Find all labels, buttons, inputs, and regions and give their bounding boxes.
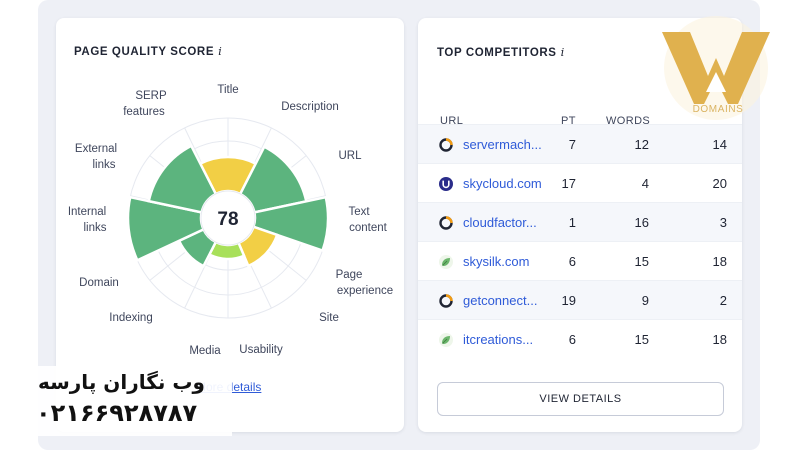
- competitor-pt: 6: [568, 332, 576, 347]
- ring-icon: [439, 294, 453, 308]
- page-quality-card: PAGE QUALITY SCORE i 78 Title Description…: [56, 18, 404, 432]
- competitor-words: 16: [634, 215, 649, 230]
- top-competitors-title: TOP COMPETITORS i: [437, 45, 565, 59]
- competitor-pt: 1: [568, 215, 576, 230]
- competitor-last: 18: [712, 332, 727, 347]
- axis-label-external-links: links: [92, 159, 115, 171]
- top-competitors-title-text: TOP COMPETITORS: [437, 47, 557, 59]
- competitor-row[interactable]: itcreations... 6 15 18: [418, 319, 742, 358]
- competitor-row[interactable]: servermach... 7 12 14: [418, 124, 742, 163]
- u-circle-icon: [439, 177, 453, 191]
- competitor-pt: 7: [568, 137, 576, 152]
- axis-label-content: content: [349, 222, 388, 234]
- competitor-pt: 17: [561, 176, 576, 191]
- competitor-pt: 6: [568, 254, 576, 269]
- competitor-words: 12: [634, 137, 649, 152]
- axis-label-domain: Domain: [79, 277, 119, 289]
- axis-label-text: Text: [348, 206, 370, 218]
- competitor-last: 14: [712, 137, 727, 152]
- quality-radar-chart: 78 Title Description URL Text content Pa…: [68, 84, 393, 357]
- leaf-icon: [439, 255, 453, 269]
- info-icon[interactable]: i: [560, 45, 565, 59]
- axis-label-experience: experience: [337, 285, 393, 297]
- watermark-company-name: وب نگاران پارسه: [38, 370, 205, 394]
- axis-label-features: features: [123, 106, 165, 118]
- competitor-words: 15: [634, 332, 649, 347]
- axis-label-usability: Usability: [239, 344, 283, 356]
- axis-label-external: External: [75, 143, 117, 155]
- axis-label-indexing: Indexing: [109, 312, 152, 324]
- competitor-words: 4: [641, 176, 649, 191]
- competitor-url[interactable]: skycloud.com: [463, 176, 542, 191]
- competitor-row[interactable]: cloudfactor... 1 16 3: [418, 202, 742, 241]
- axis-label-site: Site: [319, 312, 339, 324]
- competitor-row[interactable]: skysilk.com 6 15 18: [418, 241, 742, 280]
- axis-label-title: Title: [217, 84, 238, 96]
- axis-label-internal-links: links: [83, 222, 106, 234]
- competitor-row[interactable]: skycloud.com 17 4 20: [418, 163, 742, 202]
- axis-label-media: Media: [189, 345, 221, 357]
- competitor-url[interactable]: servermach...: [463, 137, 542, 152]
- logo-text: DOMAINS: [692, 104, 744, 115]
- page-quality-title: PAGE QUALITY SCORE i: [74, 44, 222, 58]
- axis-label-description: Description: [281, 101, 339, 113]
- watermark-phone: ۰۲۱۶۶۹۲۸۷۸۷: [36, 399, 198, 427]
- quality-score-value: 78: [217, 209, 238, 230]
- competitor-last: 18: [712, 254, 727, 269]
- ring-icon: [439, 216, 453, 230]
- competitor-words: 15: [634, 254, 649, 269]
- competitor-last: 3: [719, 215, 727, 230]
- competitor-row[interactable]: getconnect... 19 9 2: [418, 280, 742, 319]
- competitor-url[interactable]: itcreations...: [463, 332, 534, 347]
- axis-label-page: Page: [336, 269, 363, 281]
- competitor-url[interactable]: getconnect...: [463, 293, 538, 308]
- competitor-pt: 19: [561, 293, 576, 308]
- axis-label-serp: SERP: [135, 90, 167, 102]
- top-competitors-card: TOP COMPETITORS i URL PT WORDS servermach…: [418, 18, 742, 432]
- leaf-icon: [439, 333, 453, 347]
- competitor-url[interactable]: cloudfactor...: [463, 215, 537, 230]
- view-details-button[interactable]: VIEW DETAILS: [437, 382, 724, 416]
- score-center-circle: [200, 190, 256, 246]
- competitor-url[interactable]: skysilk.com: [463, 254, 530, 269]
- competitor-words: 9: [641, 293, 649, 308]
- competitor-last: 2: [719, 293, 727, 308]
- info-icon[interactable]: i: [218, 44, 223, 58]
- watermark-background: [32, 366, 232, 436]
- axis-label-internal: Internal: [68, 206, 106, 218]
- competitor-last: 20: [712, 176, 727, 191]
- ring-icon: [439, 138, 453, 152]
- brand-logo: [662, 16, 770, 120]
- axis-label-url: URL: [338, 150, 362, 162]
- page-quality-title-text: PAGE QUALITY SCORE: [74, 46, 215, 58]
